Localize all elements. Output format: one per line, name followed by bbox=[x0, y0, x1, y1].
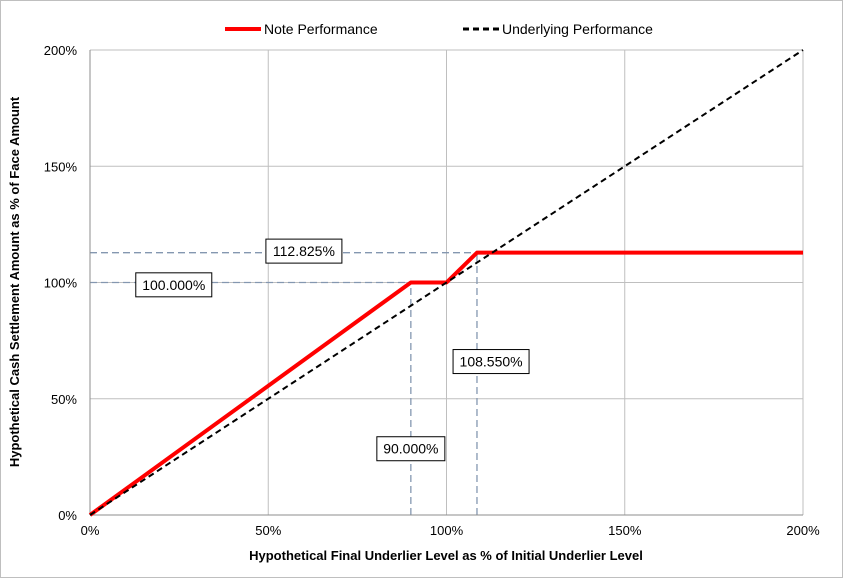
callout-label: 112.825% bbox=[273, 243, 335, 259]
callout-label: 100.000% bbox=[142, 277, 205, 293]
x-tick-label: 100% bbox=[430, 523, 464, 538]
x-tick-label: 0% bbox=[81, 523, 100, 538]
callout-box bbox=[376, 436, 446, 462]
x-tick-label: 50% bbox=[255, 523, 281, 538]
callout-label: 108.550% bbox=[460, 354, 523, 370]
underlying-performance-line bbox=[89, 49, 804, 516]
y-tick-label: 0% bbox=[58, 508, 77, 523]
callout-label: 90.000% bbox=[383, 441, 438, 457]
legend: Note Performance Underlying Performance bbox=[225, 21, 653, 37]
callout-box bbox=[265, 238, 343, 264]
axes: 0% 50% 100% 150% 200% 0% 50% 100% 150% 200% bbox=[44, 43, 820, 538]
callout-box bbox=[135, 272, 213, 298]
legend-label: Note Performance bbox=[264, 21, 378, 37]
y-tick-label: 200% bbox=[44, 43, 78, 58]
series-layer bbox=[88, 49, 804, 517]
x-tick-label: 200% bbox=[786, 523, 820, 538]
y-axis-title: Hypothetical Cash Settlement Amount as %… bbox=[7, 96, 22, 467]
y-tick-label: 150% bbox=[44, 159, 78, 174]
y-tick-label: 50% bbox=[51, 392, 77, 407]
callout-box bbox=[452, 349, 530, 375]
callouts: 112.825% 100.000% 108.550% 90.000% bbox=[135, 238, 530, 462]
y-tick-label: 100% bbox=[44, 276, 78, 291]
x-tick-label: 150% bbox=[608, 523, 642, 538]
legend-label: Underlying Performance bbox=[502, 21, 653, 37]
x-axis-title: Hypothetical Final Underlier Level as % … bbox=[249, 548, 643, 563]
